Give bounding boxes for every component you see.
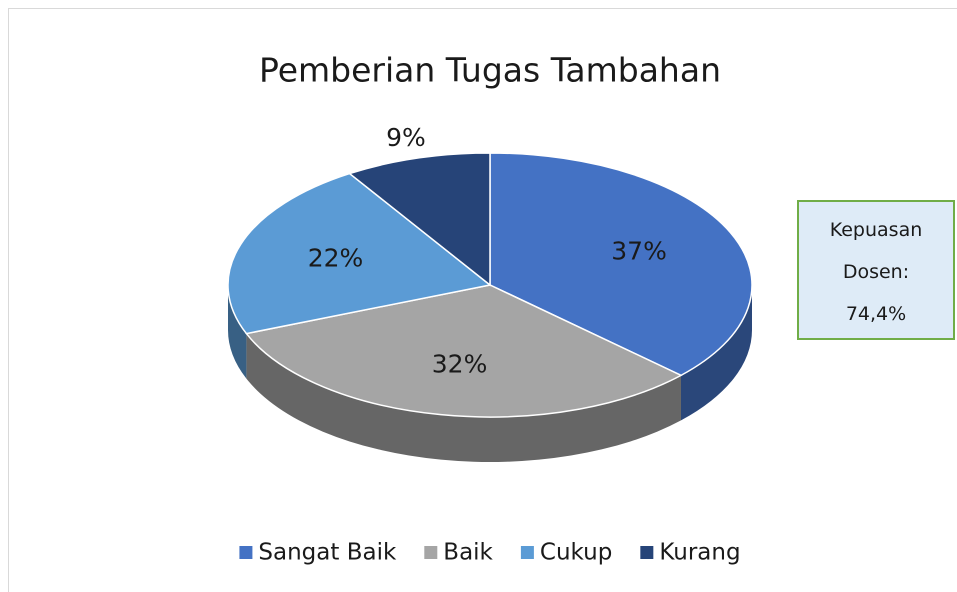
data-label: 32% xyxy=(432,349,488,378)
pie-side xyxy=(680,285,752,421)
pie-slice xyxy=(227,172,492,335)
pie-side xyxy=(246,333,681,463)
pie-slice xyxy=(245,284,683,418)
chart-title: Pemberian Tugas Tambahan xyxy=(259,51,721,90)
pie-slice xyxy=(489,152,753,377)
pie-side xyxy=(228,285,247,379)
legend-swatch xyxy=(520,546,534,559)
legend-label: Kurang xyxy=(659,540,740,566)
legend-label: Sangat Baik xyxy=(258,540,397,566)
pie-slice xyxy=(348,152,491,287)
annotation: Kepuasan Dosen: 74,4% xyxy=(797,200,955,340)
legend-swatch xyxy=(640,546,654,559)
legend-label: Baik xyxy=(443,540,493,566)
legend-label: Cukup xyxy=(540,540,612,566)
legend-swatch xyxy=(239,546,253,559)
data-label: 9% xyxy=(386,123,426,152)
data-label: 37% xyxy=(611,236,667,265)
data-label: 22% xyxy=(308,244,364,273)
legend-swatch xyxy=(424,546,438,559)
